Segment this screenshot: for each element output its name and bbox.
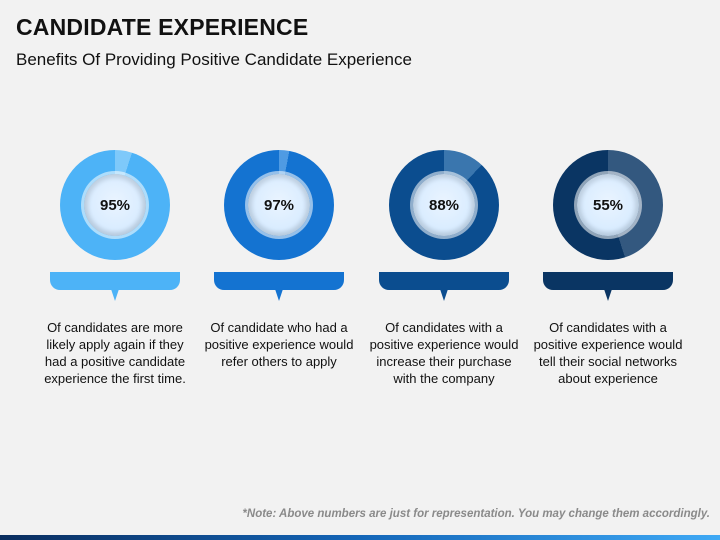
stat-card-1: 95% Of candidates are more likely apply … bbox=[44, 148, 186, 386]
card-description: Of candidate who had a positive experien… bbox=[204, 320, 354, 369]
card-band bbox=[50, 272, 180, 290]
percent-label: 88% bbox=[413, 174, 475, 236]
percent-label: 97% bbox=[248, 174, 310, 236]
stat-card-4: 55% Of candidates with a positive experi… bbox=[534, 148, 682, 386]
card-description: Of candidates with a positive experience… bbox=[369, 320, 519, 386]
donut-chart: 88% bbox=[389, 150, 499, 260]
footnote: *Note: Above numbers are just for repres… bbox=[242, 508, 710, 520]
band-pointer bbox=[275, 289, 283, 301]
donut-chart: 95% bbox=[60, 150, 170, 260]
stat-card-2: 97% Of candidate who had a positive expe… bbox=[205, 148, 353, 378]
card-description: Of candidates are more likely apply agai… bbox=[44, 320, 186, 386]
percent-label: 95% bbox=[84, 174, 146, 236]
page-subtitle: Benefits Of Providing Positive Candidate… bbox=[16, 50, 412, 69]
percent-label: 55% bbox=[577, 174, 639, 236]
bottom-accent-bar bbox=[0, 535, 720, 540]
stat-card-3: 88% Of candidates with a positive experi… bbox=[370, 148, 518, 386]
card-band bbox=[543, 272, 673, 290]
donut-chart: 55% bbox=[553, 150, 663, 260]
band-pointer bbox=[440, 289, 448, 301]
page-title: CANDIDATE EXPERIENCE bbox=[16, 14, 309, 40]
band-pointer bbox=[604, 289, 612, 301]
card-band bbox=[379, 272, 509, 290]
card-band bbox=[214, 272, 344, 290]
card-description: Of candidates with a positive experience… bbox=[533, 320, 683, 386]
band-pointer bbox=[111, 289, 119, 301]
donut-chart: 97% bbox=[224, 150, 334, 260]
